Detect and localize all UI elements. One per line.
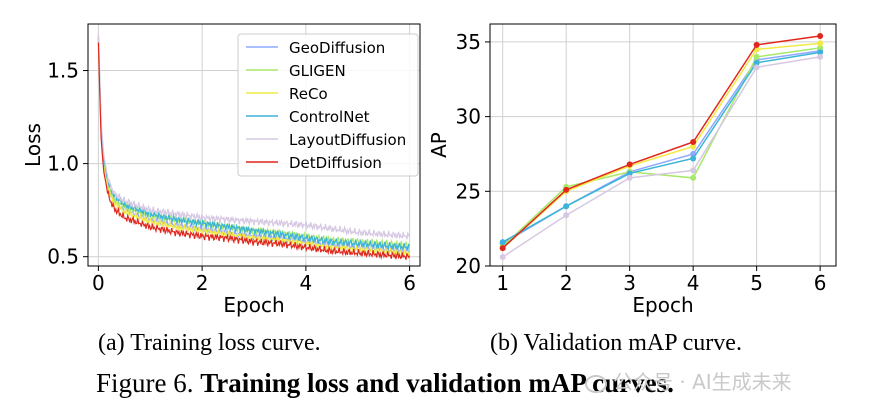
map-data-point: [499, 254, 506, 261]
map-data-point: [817, 53, 824, 60]
loss-x-tick-label: 6: [403, 271, 416, 295]
map-data-point: [817, 32, 824, 39]
loss-series-line: [97, 33, 411, 240]
training-loss-chart: 0 2 4 6 0.5 1.0 1.5 Epoch Loss GeoDiffusion GLIGEN…: [21, 23, 837, 317]
map-data-point: [753, 59, 760, 66]
subcaption-a: (a) Training loss curve.: [98, 330, 321, 356]
map-x-tick-label: 4: [687, 271, 700, 295]
map-data-point: [563, 212, 570, 219]
loss-x-tick-label: 2: [196, 271, 209, 295]
map-data-point: [753, 53, 760, 60]
map-x-tick-label: 6: [814, 271, 827, 295]
map-data-point: [499, 245, 506, 252]
subcaption-b: (b) Validation mAP curve.: [490, 330, 742, 356]
map-data-point: [753, 64, 760, 71]
map-data-point: [817, 44, 824, 51]
figure-label: Figure 6.: [96, 368, 194, 398]
map-y-tick-label: 30: [456, 105, 481, 129]
map-data-point: [690, 167, 697, 174]
loss-y-axis-label: Loss: [21, 123, 45, 167]
map-y-tick-label: 25: [456, 179, 481, 203]
wechat-icon: [585, 374, 607, 393]
loss-legend-label: GeoDiffusion: [289, 39, 385, 57]
loss-x-axis-label: Epoch: [223, 293, 284, 317]
map-series-line: [502, 35, 821, 249]
map-data-point: [563, 186, 570, 193]
loss-x-tick-label: 4: [300, 271, 313, 295]
map-data-point: [690, 143, 697, 150]
map-data-point: [499, 239, 506, 246]
map-x-tick-label: 3: [623, 271, 636, 295]
map-data-point: [690, 155, 697, 162]
map-series-line: [502, 42, 821, 249]
map-y-tick-label: 20: [456, 254, 481, 278]
map-data-point: [626, 161, 633, 168]
map-data-point: [753, 41, 760, 48]
loss-legend-box: [237, 33, 419, 177]
map-x-tick-label: 2: [560, 271, 573, 295]
map-y-axis-label: AP: [427, 132, 451, 158]
loss-legend-label: DetDiffusion: [289, 154, 382, 172]
loss-plot-frame: [87, 23, 421, 267]
map-data-point: [563, 203, 570, 210]
watermark-text: 公众号 · AI生成未来: [613, 370, 792, 394]
map-data-point: [690, 139, 697, 146]
loss-series-line: [97, 42, 411, 260]
map-x-tick-label: 1: [496, 271, 509, 295]
loss-legend-label: GLIGEN: [289, 62, 346, 80]
map-data-point: [817, 49, 824, 56]
loss-y-tick-label: 1.0: [47, 152, 79, 176]
map-plot-frame: [489, 23, 837, 267]
loss-legend-label: ReCo: [289, 85, 328, 103]
map-series-line: [502, 56, 821, 258]
loss-legend-label: ControlNet: [289, 108, 370, 126]
map-x-axis-label: Epoch: [632, 293, 693, 317]
map-data-point: [690, 174, 697, 181]
loss-y-tick-label: 1.5: [47, 59, 79, 83]
loss-legend-label: LayoutDiffusion: [289, 131, 406, 149]
map-data-point: [626, 174, 633, 181]
map-plot-area: [490, 24, 836, 266]
loss-y-tick-label: 0.5: [47, 245, 79, 269]
map-data-point: [817, 40, 824, 47]
map-data-point: [626, 170, 633, 177]
map-x-tick-label: 5: [750, 271, 763, 295]
map-y-tick-label: 35: [456, 30, 481, 54]
loss-series-line: [97, 35, 411, 251]
loss-x-tick-label: 0: [92, 271, 105, 295]
watermark: 公众号 · AI生成未来: [585, 366, 792, 395]
map-series-line: [502, 51, 821, 243]
